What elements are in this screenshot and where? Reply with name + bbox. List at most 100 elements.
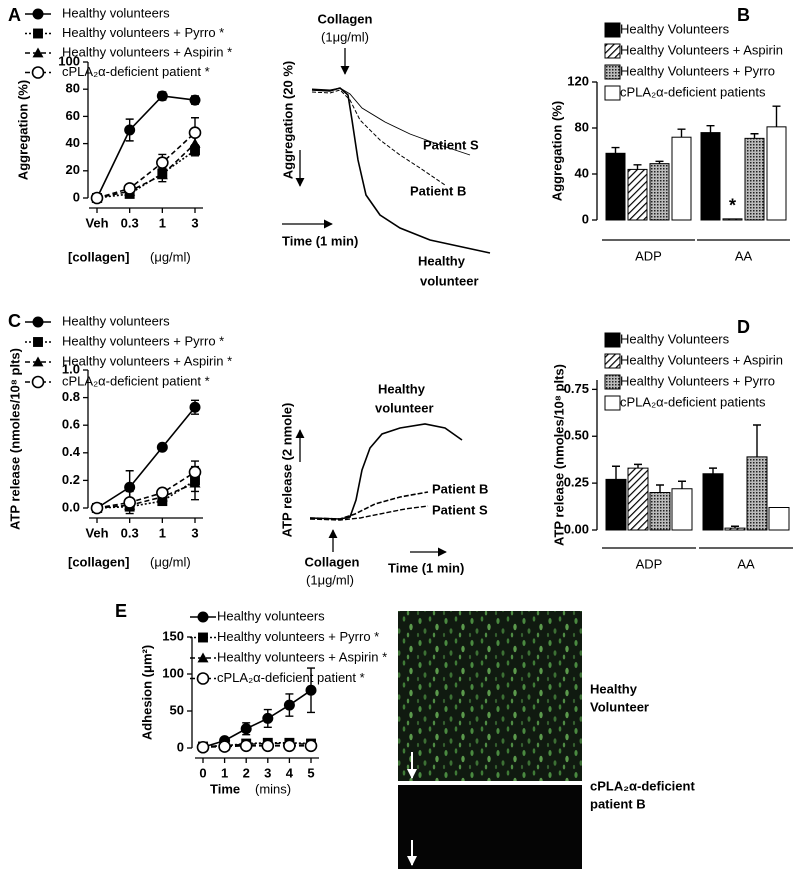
marker — [90, 191, 104, 205]
bar — [722, 218, 743, 221]
x-tick-label: Veh — [85, 215, 108, 230]
legend-swatch — [604, 353, 621, 369]
marker — [305, 684, 317, 696]
series-line — [96, 95, 196, 199]
legend-label: cPLA₂α-deficient patient * — [62, 64, 210, 79]
x-tick-label: AA — [735, 248, 753, 263]
error-bar — [634, 463, 642, 469]
series-line — [96, 479, 196, 509]
marker — [33, 28, 43, 39]
y-tick-label: 0.4 — [62, 444, 81, 459]
trace-patient-s — [309, 505, 429, 521]
bar — [605, 478, 627, 531]
trace-label: volunteer — [420, 273, 479, 288]
bar — [700, 132, 721, 221]
y-axis-label: Aggregation (%) — [549, 101, 564, 201]
marker — [198, 632, 208, 643]
marker — [156, 486, 169, 500]
marker — [33, 337, 43, 347]
panel-label: A — [8, 5, 21, 25]
marker — [32, 47, 44, 58]
legend-label: Healthy Volunteers + Pyrro — [620, 373, 775, 388]
legend-label: Healthy volunteers + Pyrro * — [217, 629, 379, 644]
y-axis-label: Adhesion (μm²) — [139, 645, 154, 740]
legend-swatch — [604, 332, 621, 348]
y-tick-label: 100 — [162, 665, 184, 680]
y-tick-label: 50 — [170, 702, 184, 717]
image-label: cPLA₂α-deficient — [590, 778, 695, 793]
x-tick-label: 1 — [159, 215, 166, 230]
error-bar — [753, 424, 761, 457]
x-axis-label: Time — [210, 781, 240, 796]
y-tick-label: 150 — [162, 628, 184, 643]
legend-swatch — [604, 85, 621, 101]
trace-patient-b — [311, 89, 446, 186]
trace-label: (1μg/ml) — [306, 572, 354, 587]
y-tick-label: 0.50 — [564, 428, 589, 443]
bar — [702, 473, 724, 531]
y-tick-label: 0.6 — [62, 417, 80, 432]
y-tick-label: 40 — [575, 165, 589, 180]
image-label: Volunteer — [590, 699, 649, 714]
marker — [188, 465, 202, 479]
x-axis-unit: (mins) — [255, 781, 291, 796]
marker — [189, 94, 201, 106]
legend-swatch — [604, 374, 621, 390]
panel-label: C — [8, 311, 21, 331]
x-tick-label: 5 — [307, 765, 314, 780]
y-axis-label: ATP release (nmoles/10⁸ plts) — [551, 364, 566, 546]
y-tick-label: 0.75 — [564, 381, 589, 396]
marker — [156, 90, 168, 102]
marker — [31, 375, 45, 389]
marker — [156, 156, 169, 169]
x-axis-label: [collagen] — [68, 554, 129, 569]
trace-label: Time (1 min) — [282, 233, 358, 248]
trace-healthy — [311, 87, 491, 254]
trace-label: volunteer — [375, 400, 434, 415]
bar — [627, 168, 648, 221]
series-line — [96, 143, 196, 199]
y-axis-label: ATP release (nmoles/10⁸ plts) — [7, 348, 22, 530]
trace-patient-s — [311, 87, 471, 156]
annotation: * — [729, 196, 736, 216]
legend-label: cPLA₂α-deficient patient * — [62, 373, 210, 388]
y-tick-label: 0.8 — [62, 389, 80, 404]
error-bar — [772, 105, 781, 127]
x-tick-label: 0.3 — [121, 525, 139, 540]
x-tick-label: 2 — [243, 765, 250, 780]
legend-label: Healthy volunteers — [217, 608, 325, 623]
marker — [240, 723, 252, 735]
y-tick-label: 120 — [567, 73, 589, 88]
legend-label: Healthy volunteers + Aspirin * — [62, 44, 232, 59]
trace-patient-b — [309, 491, 429, 520]
error-bar — [750, 133, 759, 139]
legend-label: Healthy Volunteers + Pyrro — [620, 63, 775, 78]
marker — [197, 652, 209, 663]
trace-label: Collagen — [318, 11, 373, 26]
image-label: Healthy — [590, 681, 638, 696]
legend-swatch — [604, 64, 621, 80]
x-axis-unit: (μg/ml) — [150, 249, 191, 264]
x-tick-label: 3 — [264, 765, 271, 780]
legend-label: Healthy volunteers + Aspirin * — [217, 649, 387, 664]
trace-healthy — [309, 423, 463, 520]
error-bar — [677, 128, 686, 138]
error-bar — [612, 465, 620, 480]
marker — [90, 501, 104, 515]
marker — [124, 481, 136, 493]
marker — [156, 441, 168, 453]
image-healthy — [398, 611, 582, 781]
marker — [123, 496, 136, 509]
marker — [124, 124, 136, 136]
micrographs: Healthy Volunteer cPLA₂α-deficient patie… — [398, 611, 695, 869]
legend-label: cPLA₂α-deficient patients — [620, 394, 766, 409]
legend-label: Healthy Volunteers — [620, 21, 730, 36]
bar — [649, 492, 671, 531]
image-patient — [398, 785, 582, 869]
y-tick-label: 0 — [582, 211, 589, 226]
panel-label: D — [737, 317, 750, 337]
legend-label: Healthy volunteers + Aspirin * — [62, 353, 232, 368]
error-bar — [656, 484, 664, 493]
legend-label: Healthy Volunteers + Aspirin — [620, 352, 783, 367]
